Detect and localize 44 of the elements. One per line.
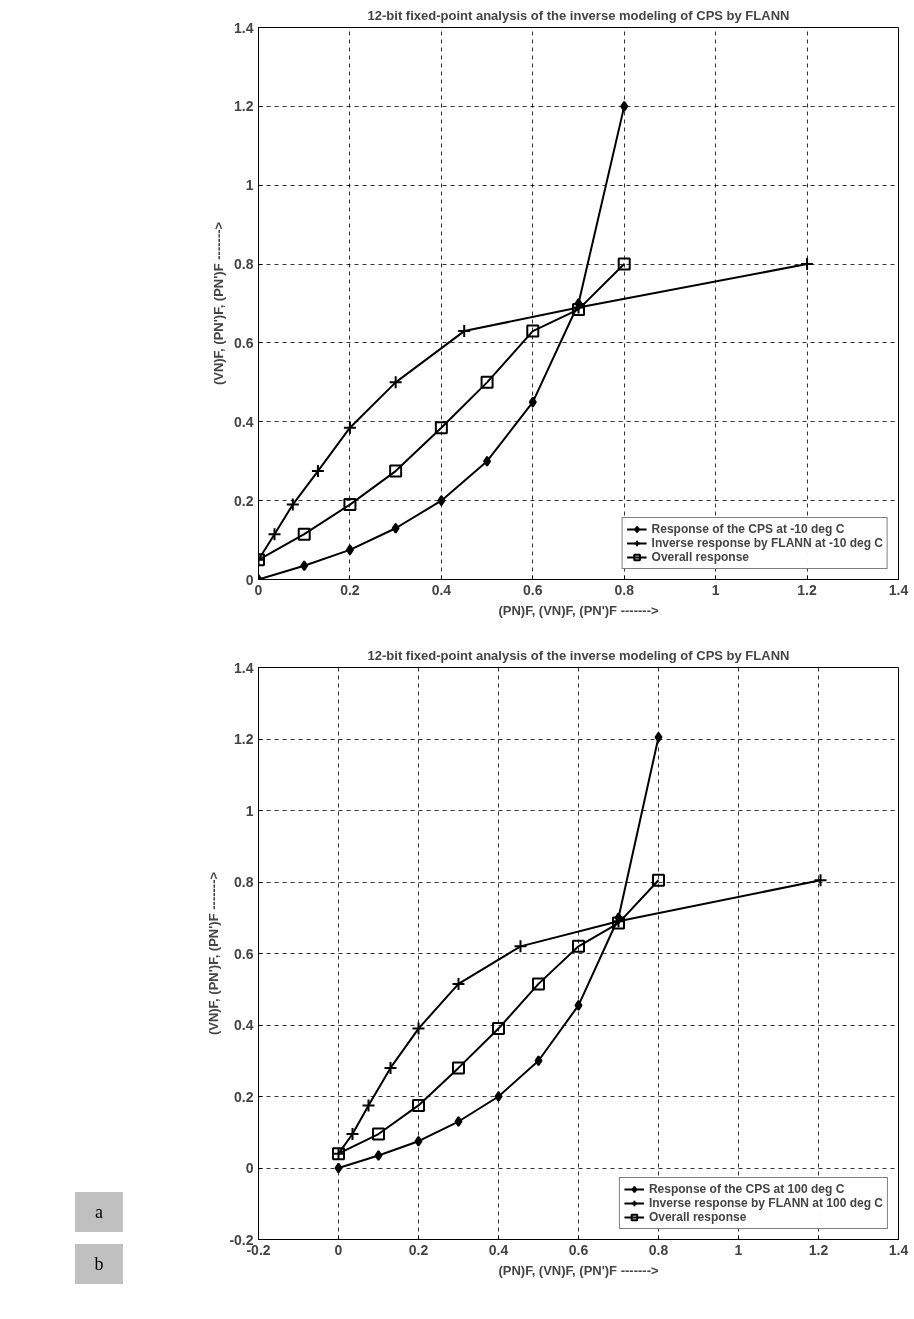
x-axis-title: (PN)F, (VN)F, (PN')F -------> (498, 602, 659, 618)
legend-label: Inverse response by FLANN at -10 deg C (651, 536, 883, 550)
x-tick-label: 0.4 (431, 581, 452, 598)
x-tick-label: 0.8 (648, 1241, 669, 1258)
x-tick-label: 1.2 (797, 581, 818, 598)
y-tick-label: 0.6 (234, 945, 254, 962)
y-axis-title: (VN)F, (PN')F, (PN')F -------> (211, 221, 227, 386)
y-tick-label: 1 (245, 802, 254, 819)
y-tick-label: 0.2 (234, 1088, 254, 1105)
chart-title: 12-bit fixed-point analysis of the inverse modeling of CPS by FLANN (367, 647, 790, 663)
x-tick-label: 0.2 (408, 1241, 429, 1258)
x-tick-label: 0.4 (488, 1241, 509, 1258)
chart-title: 12-bit fixed-point analysis of the inverse modeling of CPS by FLANN (367, 7, 790, 23)
legend-label: Inverse response by FLANN at 100 deg C (648, 1196, 883, 1210)
text: a (95, 1201, 103, 1224)
legend-label: Response of the CPS at 100 deg C (648, 1182, 845, 1196)
x-tick-label: 0.2 (340, 581, 360, 598)
y-tick-label: 0.2 (234, 492, 254, 509)
y-tick-label: 0.4 (234, 413, 254, 430)
legend-label: Overall response (648, 1210, 747, 1224)
y-tick-label: 0.8 (234, 874, 254, 890)
x-axis-title: (PN)F, (VN)F, (PN')F -------> (498, 1262, 659, 1278)
y-tick-label: 0.8 (234, 256, 254, 273)
x-tick-label: 0 (334, 1241, 343, 1258)
y-tick-label: 1.4 (234, 659, 254, 676)
x-tick-label: 0.8 (614, 581, 635, 598)
y-tick-label: 0.6 (234, 334, 254, 351)
y-tick-label: 0 (245, 1160, 254, 1176)
legend-label: Response of the CPS at -10 deg C (651, 522, 845, 536)
text: b (94, 1253, 104, 1276)
x-tick-label: 0.6 (523, 581, 543, 598)
y-tick-label: 1.4 (234, 19, 254, 36)
x-tick-label: 1.4 (888, 581, 909, 598)
x-tick-label: 1.4 (888, 1241, 909, 1258)
y-axis-title: (VN)F, (PN')F, (PN')F -------> (206, 871, 222, 1036)
y-tick-label: 1 (245, 177, 254, 194)
legend-label: Overall response (651, 550, 749, 564)
y-tick-label: 1.2 (234, 98, 254, 115)
y-tick-label: 0.4 (234, 1017, 254, 1033)
x-tick-label: 1 (734, 1241, 743, 1258)
x-tick-label: 1 (711, 581, 720, 598)
x-tick-label: 0.6 (568, 1241, 589, 1258)
y-tick-label: 1.2 (234, 731, 254, 747)
x-tick-label: 1.2 (808, 1241, 829, 1258)
